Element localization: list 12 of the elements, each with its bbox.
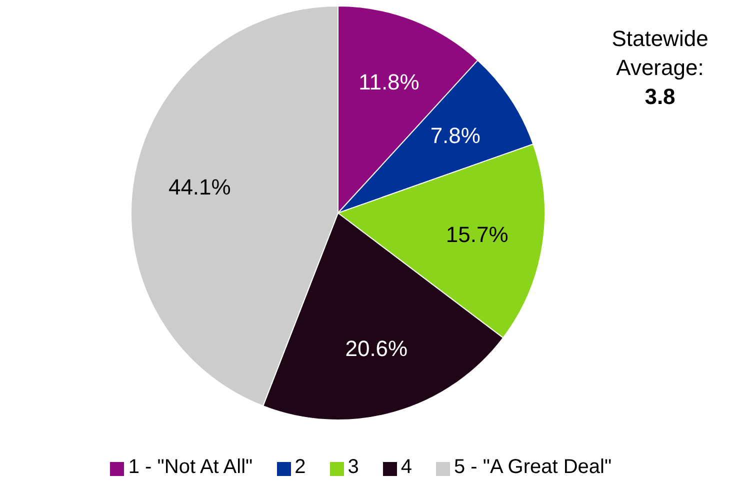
legend-label: 5 - "A Great Deal" — [454, 456, 612, 478]
text: 3.8 — [644, 83, 676, 111]
legend-label: 2 — [294, 456, 306, 478]
data-label: 7.8% — [430, 122, 480, 148]
legend-label: 4 — [400, 456, 412, 478]
text: Statewide Average: — [610, 25, 710, 82]
data-label: 11.8% — [358, 69, 420, 94]
data-label: 20.6% — [345, 336, 408, 361]
data-label: 15.7% — [446, 222, 508, 248]
data-label: 44.1% — [168, 174, 231, 200]
legend-label: 1 - "Not At All" — [128, 456, 253, 478]
legend-label: 3 — [348, 456, 359, 478]
